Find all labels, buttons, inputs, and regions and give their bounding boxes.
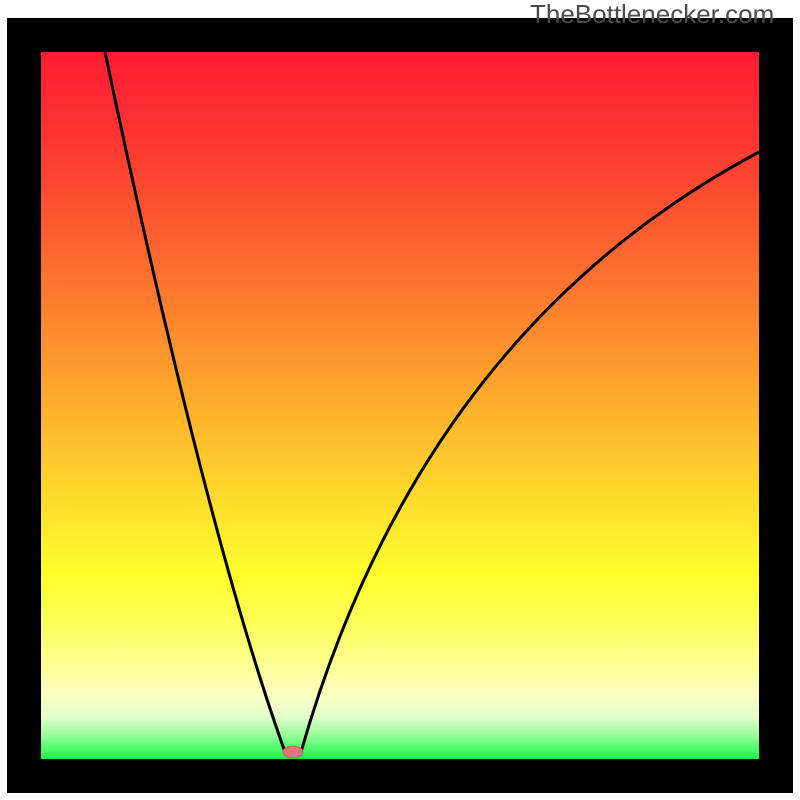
curve-layer	[41, 52, 759, 759]
curve-right-branch	[301, 152, 759, 752]
plot-area	[41, 52, 759, 759]
curve-left-branch	[105, 52, 285, 752]
marker-ellipse	[283, 746, 303, 758]
chart-stage: TheBottlenecker.com	[0, 0, 800, 800]
